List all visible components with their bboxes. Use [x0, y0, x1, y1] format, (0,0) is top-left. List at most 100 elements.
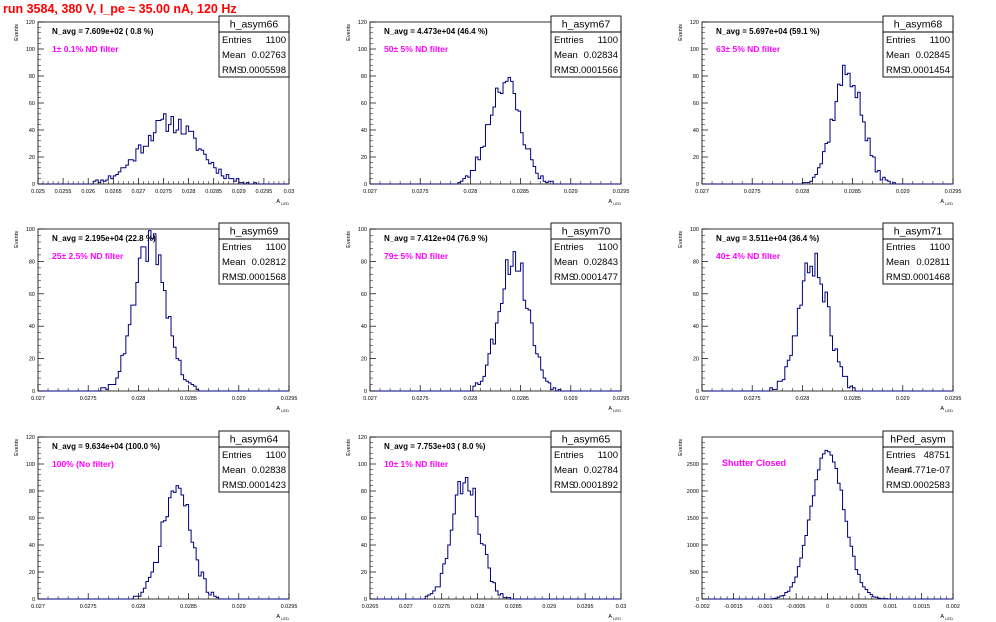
stats-value: 1100 — [598, 35, 618, 46]
x-tick-label: -0.0005 — [787, 604, 806, 610]
y-axis-label: Events — [346, 439, 352, 456]
y-tick-label: 100 — [26, 227, 35, 233]
y-tick-label: 2000 — [687, 489, 699, 495]
histogram-line — [38, 485, 289, 600]
stats-title: h_asym71 — [894, 226, 943, 238]
x-tick-label: 0.0285 — [512, 189, 529, 195]
y-tick-label: 40 — [361, 543, 367, 549]
stats-value: 1100 — [266, 242, 286, 253]
histogram-line — [370, 477, 621, 600]
filter-label: 25± 2.5% ND filter — [52, 251, 124, 261]
x-tick-label: 0.027 — [132, 189, 146, 195]
y-axis-label: Events — [678, 439, 684, 456]
x-tick-label: 0.0285 — [505, 604, 522, 610]
x-axis-label: A LED — [608, 614, 621, 621]
stats-key: RMS — [554, 65, 575, 76]
x-tick-label: 0.025 — [31, 189, 45, 195]
histogram-pad-hPed_asym: -0.002 -0.0015 -0.001 -0.0005 0 0.0005 0.001 0.… — [678, 430, 960, 621]
y-tick-label: 60 — [693, 101, 699, 107]
n-avg-label: N_avg = 7.753e+03 ( 8.0 %) — [384, 442, 486, 451]
histogram-line — [702, 252, 953, 392]
stats-box: h_asym70 Entries 1100 Mean 0.02843 RMS0.00014… — [550, 222, 622, 285]
x-tick-label: 0.0295 — [945, 396, 962, 402]
x-tick-label: 0.028 — [132, 396, 146, 402]
histogram-pad-h_asym70: 0.027 0.0275 0.028 0.0285 0.029 0.0295 0 20 40 60… — [346, 222, 629, 413]
y-tick-label: 0 — [364, 389, 367, 395]
y-axis-label: Events — [14, 439, 20, 456]
histogram-line — [702, 64, 953, 185]
y-axis-label: Events — [346, 24, 352, 41]
filter-label: 63± 5% ND filter — [716, 44, 781, 54]
y-tick-label: 20 — [29, 570, 35, 576]
y-tick-label: 80 — [361, 74, 367, 80]
y-tick-label: 60 — [361, 101, 367, 107]
x-axis-label: A LED — [940, 406, 953, 413]
y-axis-label: Events — [678, 231, 684, 248]
x-tick-label: 0.0295 — [613, 189, 630, 195]
histogram-line — [702, 449, 953, 600]
y-tick-label: 100 — [26, 462, 35, 468]
y-tick-label: 120 — [26, 20, 35, 26]
x-tick-label: 0.0275 — [412, 189, 429, 195]
plot-frame — [37, 228, 290, 392]
stats-value: 0.02763 — [252, 50, 286, 61]
y-tick-label: 100 — [690, 227, 699, 233]
x-tick-label: 0.0285 — [205, 189, 222, 195]
histogram-pad-h_asym64: 0.027 0.0275 0.028 0.0285 0.029 0.0295 0 20 40 60… — [14, 430, 297, 621]
stats-key: RMS — [222, 65, 243, 76]
y-axis-label: Events — [14, 231, 20, 248]
stats-key: Entries — [886, 450, 916, 461]
y-tick-label: 100 — [26, 47, 35, 53]
stats-value: 0.02812 — [252, 257, 286, 268]
stats-box: h_asym66 Entries 1100 Mean 0.02763 RMS0.00055… — [218, 15, 290, 78]
x-tick-label: 0.027 — [31, 604, 45, 610]
y-tick-label: 60 — [361, 292, 367, 298]
stats-key: Mean — [886, 465, 910, 476]
x-tick-label: 0.028 — [471, 604, 485, 610]
stats-value: 0.02838 — [252, 465, 286, 476]
stats-key: Entries — [222, 35, 252, 46]
histogram-line — [370, 76, 621, 185]
histogram-line — [38, 230, 289, 392]
y-tick-label: 0 — [696, 597, 699, 603]
stats-key: RMS — [886, 272, 907, 283]
n-avg-label: N_avg = 5.697e+04 (59.1 %) — [716, 27, 820, 36]
x-tick-label: 0.0285 — [844, 189, 861, 195]
y-tick-label: 60 — [29, 101, 35, 107]
x-tick-label: 0.0275 — [412, 396, 429, 402]
y-tick-label: 80 — [361, 489, 367, 495]
x-tick-label: 0.002 — [946, 604, 960, 610]
x-tick-label: -0.002 — [694, 604, 710, 610]
histogram-line — [370, 251, 621, 392]
x-tick-label: 0.027 — [695, 396, 709, 402]
y-tick-label: 120 — [690, 20, 699, 26]
y-tick-label: 60 — [29, 292, 35, 298]
y-tick-label: 20 — [29, 357, 35, 363]
x-tick-label: 0.029 — [232, 189, 246, 195]
x-tick-label: 0.0015 — [913, 604, 930, 610]
n-avg-label: N_avg = 7.609e+02 ( 0.8 %) — [52, 27, 154, 36]
histogram-line — [38, 113, 289, 185]
x-tick-label: 0.027 — [363, 189, 377, 195]
y-tick-label: 60 — [29, 516, 35, 522]
stats-value: -4.771e-07 — [904, 465, 950, 476]
stats-value: 0.0005598 — [241, 65, 286, 76]
stats-box: h_asym64 Entries 1100 Mean 0.02838 RMS0.00014… — [218, 430, 290, 493]
x-tick-label: 0.0275 — [80, 604, 97, 610]
stats-box: h_asym67 Entries 1100 Mean 0.02834 RMS0.00015… — [550, 15, 622, 78]
stats-title: h_asym64 — [230, 434, 279, 446]
x-tick-label: 0.028 — [464, 189, 478, 195]
y-tick-label: 20 — [693, 155, 699, 161]
x-tick-label: 0.0285 — [844, 396, 861, 402]
x-tick-label: 0.029 — [232, 604, 246, 610]
stats-value: 1100 — [930, 242, 950, 253]
y-tick-label: 100 — [358, 462, 367, 468]
stats-value: 0.0001568 — [241, 272, 286, 283]
y-tick-label: 0 — [696, 389, 699, 395]
y-tick-label: 40 — [29, 324, 35, 330]
y-tick-label: 80 — [29, 74, 35, 80]
x-axis-label: A LED — [940, 614, 953, 621]
stats-key: RMS — [222, 272, 243, 283]
x-tick-label: 0.0275 — [155, 189, 172, 195]
y-tick-label: 2500 — [687, 462, 699, 468]
